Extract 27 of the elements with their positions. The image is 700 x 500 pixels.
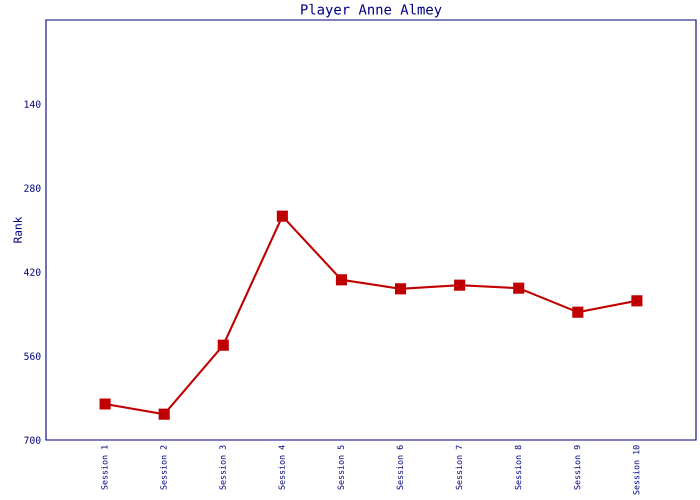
chart-title: Player Anne Almey bbox=[301, 4, 442, 18]
x-tick-label: Session 2 bbox=[160, 446, 167, 490]
x-tick-label: Session 10 bbox=[632, 445, 640, 494]
x-tick-label: Session 5 bbox=[337, 446, 344, 490]
x-tick-label: Session 3 bbox=[219, 445, 226, 490]
point bbox=[513, 282, 524, 294]
y-tick-label: 420 bbox=[24, 268, 41, 276]
x-tick-label: Session 6 bbox=[396, 445, 403, 490]
y-tick-label: 140 bbox=[24, 100, 41, 108]
y-tick-label: 700 bbox=[24, 436, 41, 444]
point bbox=[276, 210, 288, 222]
x-tick-label: Session 1 bbox=[101, 445, 108, 490]
point bbox=[572, 306, 584, 318]
point bbox=[158, 408, 170, 420]
x-tick-label: Session 9 bbox=[574, 445, 580, 490]
y-tick-label: 280 bbox=[24, 184, 41, 192]
x-tick-label: Session 8 bbox=[514, 445, 522, 490]
y-tick-label: 560 bbox=[24, 352, 41, 360]
point bbox=[454, 280, 466, 291]
point bbox=[394, 283, 406, 294]
x-tick-label: Session 7 bbox=[456, 445, 462, 490]
y-axis-title: Rank bbox=[13, 216, 22, 243]
point bbox=[218, 340, 229, 351]
point bbox=[100, 398, 111, 410]
point bbox=[336, 274, 348, 286]
x-tick-label: Session 4 bbox=[278, 445, 285, 490]
point bbox=[631, 295, 642, 306]
